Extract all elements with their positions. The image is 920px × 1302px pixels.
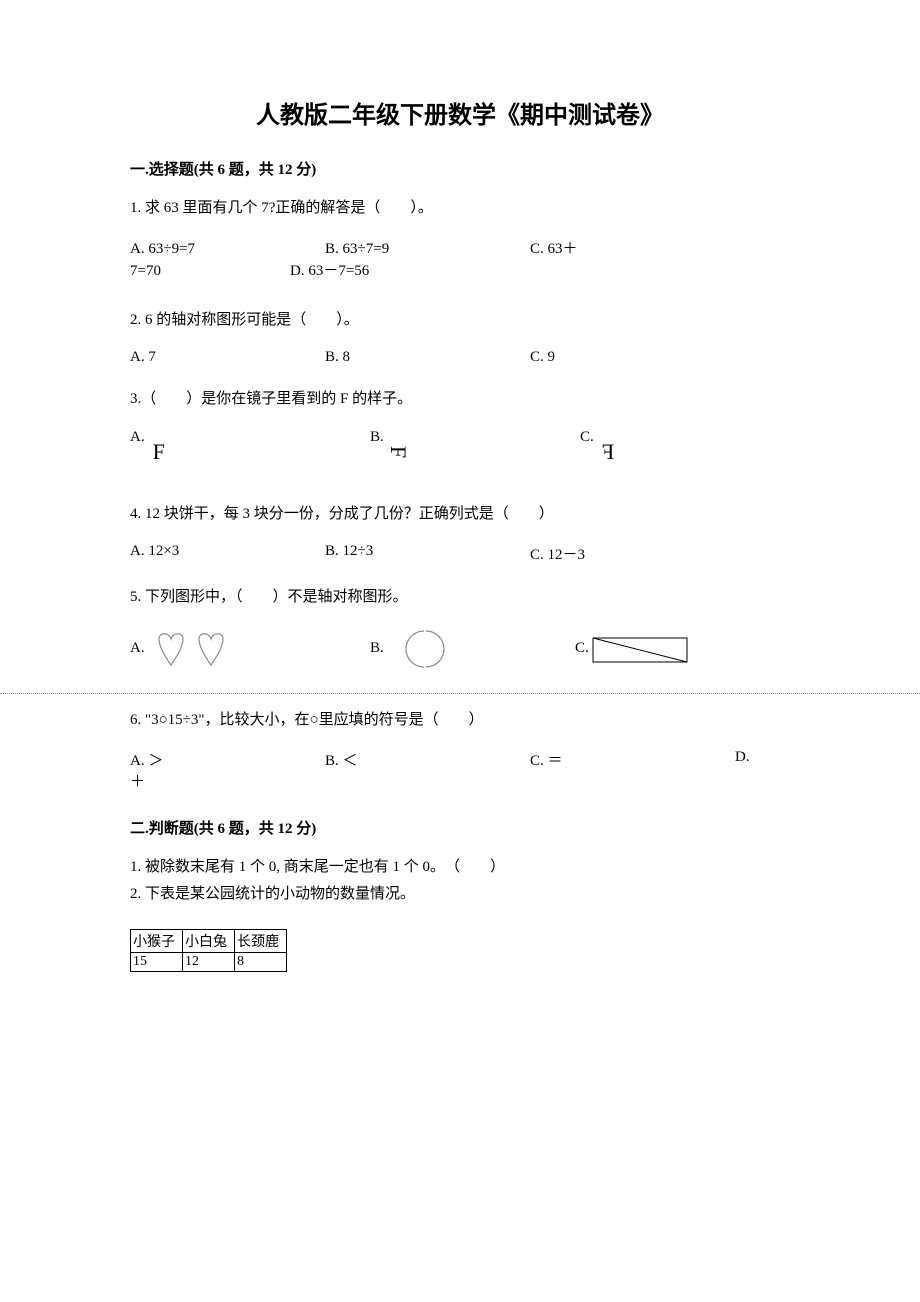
page-title: 人教版二年级下册数学《期中测试卷》 — [130, 95, 790, 130]
q1-opt-d: D. 63－7=56 — [290, 263, 369, 279]
q3-opt-b: B. F — [370, 429, 580, 465]
table-header-row: 小猴子 小白兔 长颈鹿 — [131, 930, 287, 953]
q3-text: 3.（ ）是你在镜子里看到的 F 的样子。 — [130, 388, 790, 411]
q2-opt-c: C. 9 — [530, 349, 735, 366]
q1-opt-c1: C. 63＋ — [530, 241, 578, 257]
rectangle-diagonal-icon — [591, 632, 691, 666]
q3-opt-c: C. F — [580, 429, 614, 465]
f-glyph-normal: F — [153, 439, 165, 465]
q3-label-a: A. — [130, 429, 145, 446]
f-glyph-mirrored: F — [602, 439, 614, 465]
section2-header: 二.判断题(共 6 题，共 12 分) — [130, 817, 790, 838]
q2-opt-b: B. 8 — [325, 349, 530, 366]
q6-opt-a: A. ＞ — [130, 749, 325, 770]
q3-opt-a: A. F — [130, 429, 370, 465]
q6-opt-c: C. ＝ — [530, 749, 735, 770]
q6-opt-d: D. — [735, 749, 750, 770]
q4-opt-a: A. 12×3 — [130, 543, 325, 564]
q3-label-b: B. — [370, 429, 384, 446]
q1-text: 1. 求 63 里面有几个 7?正确的解答是（ ）。 — [130, 197, 790, 220]
q6-text: 6. "3○15÷3"，比较大小，在○里应填的符号是（ ） — [130, 709, 790, 732]
table-data-cell: 15 — [131, 953, 183, 972]
q4-opt-b: B. 12÷3 — [325, 543, 530, 564]
q5-label-b: B. — [370, 640, 384, 657]
table-data-cell: 12 — [183, 953, 235, 972]
q2-text: 2. 6 的轴对称图形可能是（ ）。 — [130, 309, 790, 332]
moons-icon — [386, 627, 464, 671]
s2-q2-text: 2. 下表是某公园统计的小动物的数量情况。 — [130, 883, 790, 906]
q2-opt-a: A. 7 — [130, 349, 325, 366]
q5-options: A. B. C. — [130, 627, 790, 671]
q5-label-a: A. — [130, 640, 145, 657]
q6-opt-b: B. ＜ — [325, 749, 530, 770]
animal-table: 小猴子 小白兔 长颈鹿 15 12 8 — [130, 929, 287, 972]
q3-options: A. F B. F C. F — [130, 429, 790, 465]
q5-opt-c: C. — [575, 632, 691, 666]
q4-options: A. 12×3 B. 12÷3 C. 12－3 — [130, 543, 790, 564]
q4-opt-c: C. 12－3 — [530, 543, 735, 564]
q2-options: A. 7 B. 8 C. 9 — [130, 349, 790, 366]
q4-text: 4. 12 块饼干，每 3 块分一份，分成了几份？正确列式是（ ） — [130, 503, 790, 526]
q6-options: A. ＞ B. ＜ C. ＝ D. ＋ — [130, 749, 790, 791]
q1-options: A. 63÷9=7B. 63÷7=9C. 63＋ 7=70D. 63－7=56 — [130, 238, 790, 283]
f-glyph-rotated: F — [385, 445, 411, 457]
table-header-cell: 长颈鹿 — [235, 930, 287, 953]
table-data-cell: 8 — [235, 953, 287, 972]
q1-opt-a: A. 63÷9=7 — [130, 238, 325, 261]
q5-text: 5. 下列图形中，（ ）不是轴对称图形。 — [130, 586, 790, 609]
s2-q1-text: 1. 被除数末尾有 1 个 0, 商末尾一定也有 1 个 0。 （ ） — [130, 856, 790, 879]
section1-header: 一.选择题(共 6 题，共 12 分) — [130, 158, 790, 179]
q1-opt-b: B. 63÷7=9 — [325, 238, 530, 261]
q5-label-c: C. — [575, 640, 589, 657]
table-header-cell: 小白兔 — [183, 930, 235, 953]
q3-label-c: C. — [580, 429, 594, 446]
table-data-row: 15 12 8 — [131, 953, 287, 972]
hearts-icon — [147, 627, 239, 671]
q5-opt-a: A. — [130, 627, 370, 671]
q5-opt-b: B. — [370, 627, 575, 671]
table-header-cell: 小猴子 — [131, 930, 183, 953]
q6-opt-plus: ＋ — [130, 770, 790, 791]
dotted-line — [0, 693, 920, 694]
q1-opt-c2: 7=70 — [130, 260, 290, 283]
